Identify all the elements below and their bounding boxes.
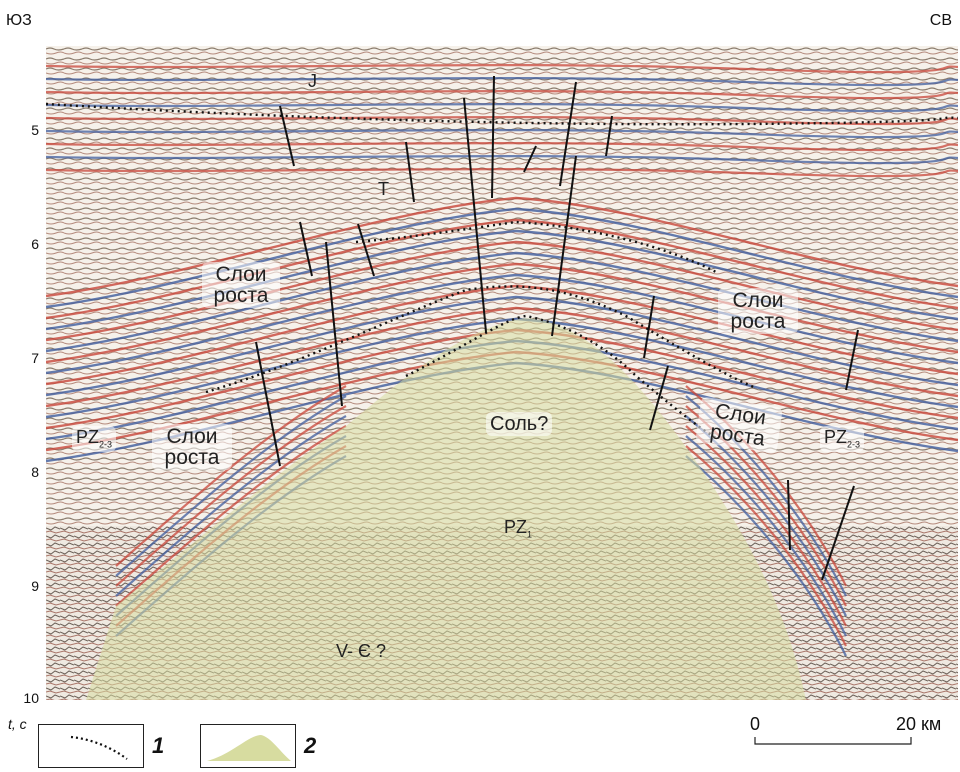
- reflector: [46, 240, 958, 342]
- scale-bar: [754, 737, 912, 745]
- label-pz23-right: PZ2-3: [820, 426, 865, 452]
- direction-label-southwest: ЮЗ: [6, 12, 32, 29]
- y-tick-7: 7: [31, 350, 39, 366]
- scale-start-label: 0: [750, 714, 761, 734]
- fault-line: [787, 479, 791, 551]
- fault-line: [643, 295, 655, 359]
- fault-line: [325, 241, 343, 407]
- reflector: [46, 116, 958, 126]
- y-tick-5: 5: [31, 122, 39, 138]
- y-axis-label: t, с: [8, 716, 27, 732]
- reflector: [685, 445, 847, 647]
- legend-number-1: 1: [152, 733, 165, 758]
- y-tick-9: 9: [31, 578, 39, 594]
- fault-line: [551, 155, 577, 337]
- reflector: [46, 262, 958, 364]
- reflector: [46, 77, 958, 87]
- reflector: [46, 142, 958, 152]
- dotted-horizon: [355, 220, 717, 274]
- label-pz1: PZ1: [504, 517, 533, 540]
- legend-box-salt: [200, 724, 296, 768]
- y-tick-6: 6: [31, 236, 39, 252]
- fault-line: [821, 485, 855, 581]
- fault-line: [255, 341, 281, 467]
- fault-line: [405, 141, 415, 203]
- reflector: [685, 435, 847, 637]
- fault-line: [845, 329, 859, 391]
- reflector: [46, 196, 958, 298]
- scale-end-label: 20 км: [896, 714, 942, 734]
- legend-dotted-line-icon: [70, 735, 128, 760]
- reflector: [115, 395, 347, 577]
- reflector: [46, 218, 958, 320]
- y-tick-8: 8: [31, 464, 39, 480]
- reflector: [46, 229, 958, 331]
- fault-line: [605, 115, 613, 157]
- seismic-image: [46, 46, 958, 700]
- reflector: [685, 455, 847, 657]
- reflector: [46, 284, 958, 386]
- reflector: [46, 317, 958, 419]
- dotted-horizon: [405, 314, 717, 440]
- fault-line: [649, 365, 669, 431]
- reflector: [115, 405, 347, 587]
- reflector: [46, 207, 958, 309]
- reflector: [46, 295, 958, 397]
- reflector-lines: [46, 64, 958, 657]
- reflector: [46, 251, 958, 353]
- fault-line: [523, 145, 537, 173]
- label-growth-layers-right-upper: Слои роста: [718, 288, 798, 334]
- label-salt: Соль?: [486, 412, 553, 436]
- reflector: [115, 385, 347, 567]
- fault-lines: [255, 75, 859, 581]
- direction-label-northeast: СВ: [929, 12, 952, 29]
- label-growth-layers-left-lower: Слои роста: [152, 424, 232, 470]
- reflector: [115, 415, 347, 597]
- y-tick-10: 10: [23, 690, 39, 706]
- legend-box-dotted-line: [38, 724, 144, 768]
- fault-line: [299, 221, 313, 277]
- fault-line: [279, 105, 295, 167]
- label-growth-layers-left-upper: Слои роста: [202, 262, 280, 308]
- reflector: [46, 129, 958, 139]
- salt-dome: [86, 318, 806, 700]
- seismic-section: J T Слои роста Слои роста Слои роста Сло…: [46, 46, 958, 700]
- legend-number-2: 2: [304, 733, 317, 758]
- label-triassic: T: [378, 179, 389, 199]
- label-pz23-left: PZ2-3: [72, 426, 117, 452]
- fault-line: [463, 97, 487, 333]
- fault-line: [491, 75, 495, 199]
- label-jurassic: J: [308, 71, 317, 91]
- reflector: [46, 103, 958, 113]
- reflector: [46, 168, 958, 178]
- reflector: [685, 425, 847, 627]
- reflector: [46, 90, 958, 100]
- dotted-horizons: [46, 102, 958, 440]
- reflector: [46, 64, 958, 74]
- reflector: [46, 306, 958, 408]
- fault-line: [559, 81, 577, 187]
- fault-line: [357, 223, 375, 277]
- reflector: [46, 155, 958, 165]
- reflector: [46, 273, 958, 375]
- label-vendian-cambrian: V- Є ?: [336, 641, 386, 661]
- reflector: [115, 425, 347, 607]
- legend-salt-dome-icon: [207, 735, 291, 761]
